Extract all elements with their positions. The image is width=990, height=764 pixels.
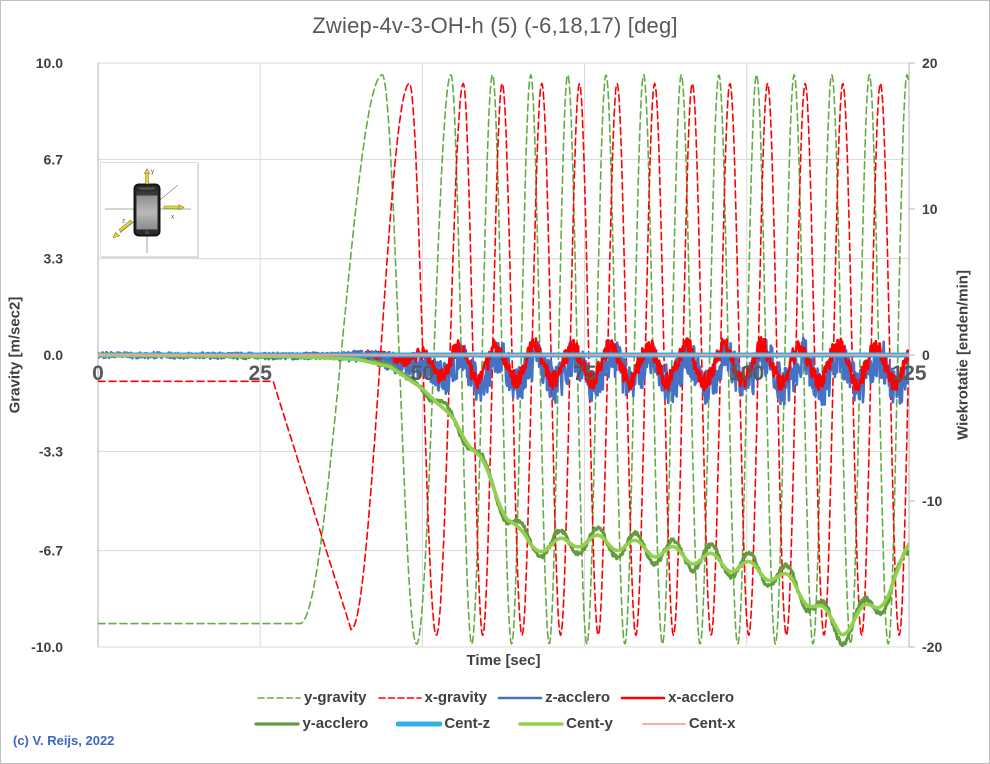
right-tick-label: 10 (922, 201, 938, 217)
x-tick-label: 75 (573, 362, 597, 385)
legend-swatch (396, 721, 443, 726)
x-tick-label: 100 (729, 362, 764, 385)
legend-item-x-gravity: x-gravity (377, 689, 488, 706)
series-line-Cent-y (98, 353, 909, 637)
chart-legend: y-gravity x-gravity z-acclero x-acclero y-a… (1, 689, 989, 732)
legend-label: Cent-y (566, 715, 613, 732)
legend-label: z-acclero (545, 689, 611, 706)
left-tick-label: -3.3 (39, 443, 63, 459)
z-axis-label-icon: z (122, 218, 125, 225)
chart-title: Zwiep-4v-3-OH-h (5) (-6,18,17) [deg] (312, 13, 678, 38)
x-tick-label: 125 (891, 362, 926, 385)
legend-swatch (518, 721, 564, 726)
right-tick-label: 0 (922, 347, 930, 363)
legend-row-2: y-acclero Cent-z Cent-y Cent-x (1, 715, 989, 732)
legend-item-x-acclero: x-acclero (620, 689, 734, 706)
series-line-y-gravity (98, 73, 909, 645)
x-tick-label: 0 (92, 362, 104, 385)
legend-label: x-acclero (668, 689, 734, 706)
legend-item-y-gravity: y-gravity (256, 689, 367, 706)
series-group (98, 73, 909, 647)
legend-swatch (641, 722, 686, 725)
phone-orientation-icon: y x z (100, 162, 198, 257)
legend-label: y-acclero (302, 715, 369, 732)
legend-swatch (497, 696, 543, 699)
left-tick-label: 3.3 (44, 251, 64, 267)
legend-swatch (620, 696, 666, 699)
legend-item-Cent-x: Cent-x (641, 715, 736, 732)
left-tick-label: 10.0 (36, 55, 63, 71)
phone-body-icon (133, 183, 161, 237)
left-tick-label: 6.7 (44, 151, 64, 167)
copyright-text: (c) V. Reijs, 2022 (13, 733, 115, 748)
axis-arrows-icon (112, 168, 185, 239)
right-tick-label: -20 (922, 639, 942, 655)
y-axis-label-icon: y (151, 168, 155, 175)
left-tick-label: -10.0 (31, 639, 63, 655)
right-axis-title: Wiekrotatie [enden/min] (954, 270, 972, 440)
legend-label: Cent-z (444, 715, 491, 732)
legend-label: x-gravity (424, 689, 488, 706)
legend-item-Cent-y: Cent-y (518, 715, 613, 732)
legend-label: y-gravity (304, 689, 367, 706)
left-axis-title: Gravity [m/sec2] (6, 296, 24, 414)
legend-item-y-acclero: y-acclero (254, 715, 368, 732)
x-tick-label: 50 (411, 362, 434, 385)
series-line-x-gravity (98, 82, 909, 637)
legend-row-1: y-gravity x-gravity z-acclero x-acclero (1, 689, 989, 706)
left-tick-label: -6.7 (39, 543, 63, 559)
legend-swatch (254, 721, 301, 726)
legend-swatch (257, 696, 301, 699)
right-tick-label: 20 (922, 55, 938, 71)
x-axis-label-icon: x (171, 214, 175, 221)
right-tick-label: -10 (922, 493, 942, 509)
x-axis-title: Time [sec] (466, 652, 541, 669)
left-tick-label: 0.0 (44, 347, 64, 363)
legend-swatch (377, 696, 422, 699)
legend-label: Cent-x (688, 715, 736, 732)
legend-item-Cent-z: Cent-z (396, 715, 490, 732)
legend-item-z-acclero: z-acclero (497, 689, 610, 706)
x-tick-label: 25 (249, 362, 273, 385)
